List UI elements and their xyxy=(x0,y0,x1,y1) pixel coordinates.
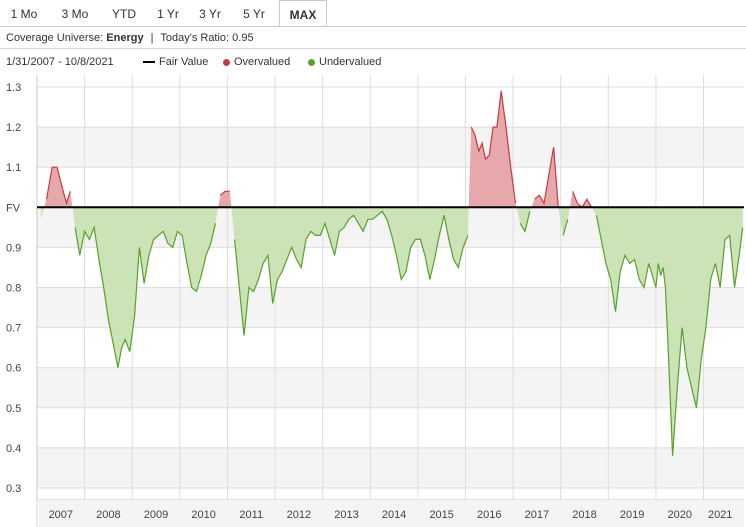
overvalued-area xyxy=(569,191,592,208)
undervalued-line xyxy=(234,210,469,336)
y-tick-label: FV xyxy=(6,202,21,214)
info-separator: | xyxy=(150,32,154,44)
legend-bar: 1/31/2007 - 10/8/2021 Fair Value Overval… xyxy=(0,50,746,74)
x-tick-label: 2020 xyxy=(667,509,691,521)
undervalued-line xyxy=(595,215,744,456)
tab-ytd[interactable]: YTD xyxy=(112,7,136,21)
universe-value: Energy xyxy=(106,32,144,44)
undervalued-line xyxy=(74,223,217,368)
info-bar: Coverage Universe: Energy | Today's Rati… xyxy=(0,27,746,49)
legend-undervalued: Undervalued xyxy=(308,50,381,74)
legend-overvalued-label: Overvalued xyxy=(234,56,291,68)
y-tick-label: 1.1 xyxy=(6,162,21,174)
y-tick-label: 1.3 xyxy=(6,82,21,94)
y-tick-label: 0.8 xyxy=(6,283,21,295)
grid-band xyxy=(37,287,744,328)
overvalued-area xyxy=(218,191,232,208)
y-tick-label: 0.7 xyxy=(6,323,21,335)
x-tick-label: 2021 xyxy=(708,509,732,521)
grid-band xyxy=(37,447,744,488)
tab-3mo[interactable]: 3 Mo xyxy=(61,7,89,21)
ratio-value: 0.95 xyxy=(232,32,254,44)
universe-label: Coverage Universe: xyxy=(6,32,104,44)
grid-band xyxy=(37,367,744,408)
overvalued-area xyxy=(44,167,73,208)
x-tick-label: 2017 xyxy=(525,509,549,521)
date-range: 1/31/2007 - 10/8/2021 xyxy=(6,56,114,68)
overvalued-line xyxy=(534,147,559,208)
undervalued-swatch xyxy=(308,58,315,66)
legend-fair-value: Fair Value xyxy=(143,50,208,74)
tab-3yr[interactable]: 3 Yr xyxy=(199,7,221,21)
undervalued-area xyxy=(72,207,219,368)
overvalued-swatch xyxy=(223,58,230,66)
undervalued-line xyxy=(562,219,569,236)
legend-undervalued-label: Undervalued xyxy=(319,56,382,68)
y-tick-label: 0.4 xyxy=(6,443,21,455)
overvalued-line xyxy=(219,190,230,196)
x-tick-label: 2018 xyxy=(572,509,596,521)
tab-max[interactable]: MAX xyxy=(279,0,327,26)
tab-5yr[interactable]: 5 Yr xyxy=(243,7,265,21)
undervalued-area xyxy=(591,207,743,456)
y-tick-label: 0.5 xyxy=(6,403,21,415)
x-tick-label: 2012 xyxy=(287,509,311,521)
x-tick-label: 2010 xyxy=(191,509,215,521)
y-tick-label: 0.3 xyxy=(6,483,21,495)
overvalued-line xyxy=(45,166,71,206)
legend-overvalued: Overvalued xyxy=(223,50,290,74)
x-tick-label: 2013 xyxy=(334,509,358,521)
x-axis-band xyxy=(37,500,744,527)
x-tick-label: 2007 xyxy=(49,509,73,521)
y-tick-label: 0.6 xyxy=(6,363,21,375)
undervalued-area xyxy=(40,207,45,220)
undervalued-area xyxy=(558,207,570,236)
undervalued-area xyxy=(231,207,469,336)
x-tick-label: 2009 xyxy=(144,509,168,521)
range-tabs: 1 Mo 3 Mo YTD 1 Yr 3 Yr 5 Yr MAX xyxy=(0,0,746,27)
overvalued-line xyxy=(470,90,517,204)
x-tick-label: 2019 xyxy=(620,509,644,521)
y-tick-label: 0.9 xyxy=(6,242,21,254)
x-tick-label: 2014 xyxy=(382,509,406,521)
x-tick-label: 2015 xyxy=(429,509,453,521)
x-tick-label: 2016 xyxy=(477,509,501,521)
x-tick-label: 2008 xyxy=(96,509,120,521)
x-tick-label: 2011 xyxy=(239,509,263,521)
fair-value-swatch xyxy=(143,61,155,64)
legend-fair-value-label: Fair Value xyxy=(159,56,209,68)
ratio-label: Today's Ratio: xyxy=(160,32,230,44)
undervalued-line xyxy=(519,211,531,233)
undervalued-area xyxy=(516,207,532,232)
grid-band xyxy=(37,127,744,168)
tab-1yr[interactable]: 1 Yr xyxy=(157,7,179,21)
tab-1mo[interactable]: 1 Mo xyxy=(10,7,38,21)
y-tick-label: 1.2 xyxy=(6,122,21,134)
